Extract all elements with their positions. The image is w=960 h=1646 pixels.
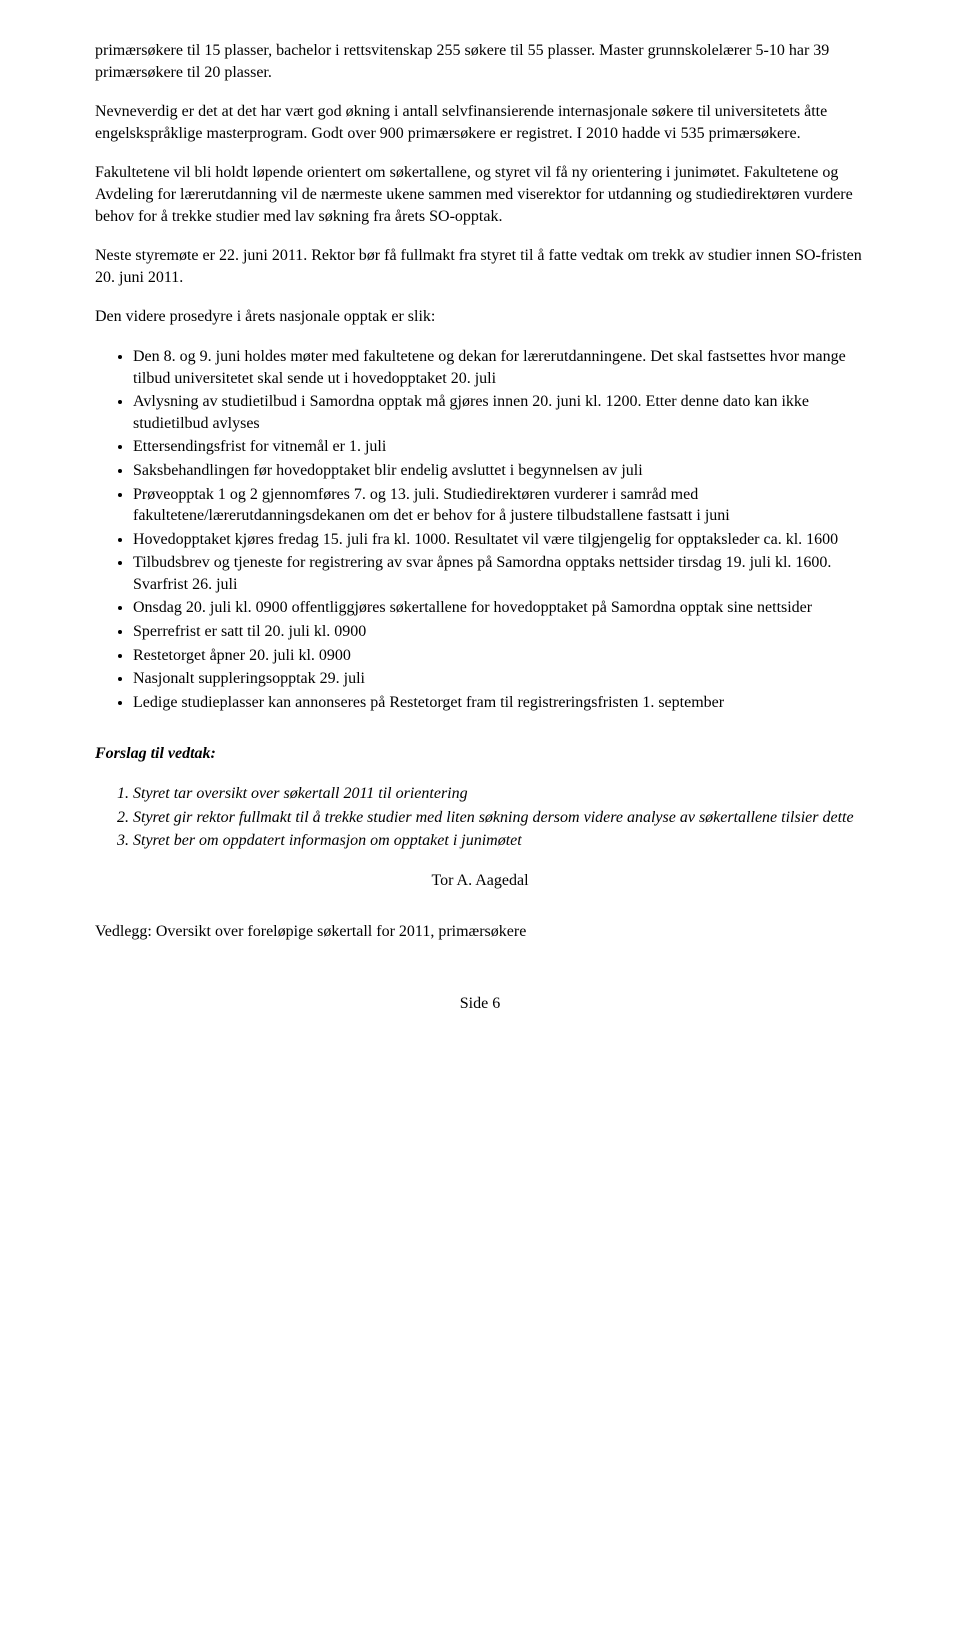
list-item: Tilbudsbrev og tjeneste for registrering… xyxy=(133,552,865,595)
list-item: Den 8. og 9. juni holdes møter med fakul… xyxy=(133,346,865,389)
document-page: primærsøkere til 15 plasser, bachelor i … xyxy=(0,0,960,1055)
list-item: Ledige studieplasser kan annonseres på R… xyxy=(133,692,865,714)
list-item: Nasjonalt suppleringsopptak 29. juli xyxy=(133,668,865,690)
list-item: Avlysning av studietilbud i Samordna opp… xyxy=(133,391,865,434)
paragraph-1: primærsøkere til 15 plasser, bachelor i … xyxy=(95,40,865,83)
attachment-note: Vedlegg: Oversikt over foreløpige søkert… xyxy=(95,921,865,943)
bullet-list: Den 8. og 9. juni holdes møter med fakul… xyxy=(95,346,865,714)
list-item: Styret ber om oppdatert informasjon om o… xyxy=(133,830,865,852)
proposal-heading: Forslag til vedtak: xyxy=(95,743,865,765)
list-item: Sperrefrist er satt til 20. juli kl. 090… xyxy=(133,621,865,643)
list-item: Onsdag 20. juli kl. 0900 offentliggjøres… xyxy=(133,597,865,619)
page-number: Side 6 xyxy=(95,993,865,1015)
list-item: Styret gir rektor fullmakt til å trekke … xyxy=(133,807,865,829)
list-item: Styret tar oversikt over søkertall 2011 … xyxy=(133,783,865,805)
numbered-list: Styret tar oversikt over søkertall 2011 … xyxy=(95,783,865,852)
signature: Tor A. Aagedal xyxy=(95,870,865,892)
list-item: Saksbehandlingen før hovedopptaket blir … xyxy=(133,460,865,482)
paragraph-4: Neste styremøte er 22. juni 2011. Rektor… xyxy=(95,245,865,288)
paragraph-5: Den videre prosedyre i årets nasjonale o… xyxy=(95,306,865,328)
paragraph-3: Fakultetene vil bli holdt løpende orient… xyxy=(95,162,865,227)
list-item: Restetorget åpner 20. juli kl. 0900 xyxy=(133,645,865,667)
paragraph-2: Nevneverdig er det at det har vært god ø… xyxy=(95,101,865,144)
list-item: Ettersendingsfrist for vitnemål er 1. ju… xyxy=(133,436,865,458)
list-item: Hovedopptaket kjøres fredag 15. juli fra… xyxy=(133,529,865,551)
list-item: Prøveopptak 1 og 2 gjennomføres 7. og 13… xyxy=(133,484,865,527)
